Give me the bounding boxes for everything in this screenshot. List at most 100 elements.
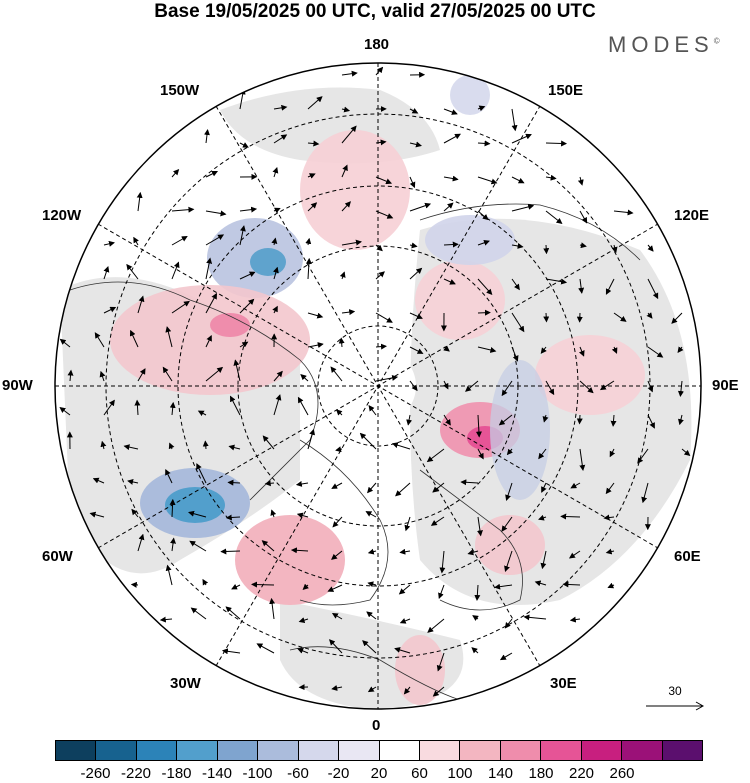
- color-scale-tick-label: 100: [447, 765, 473, 782]
- meridians: [55, 63, 701, 709]
- wind-arrow: [273, 370, 283, 382]
- wind-arrow: [159, 616, 173, 623]
- wind-arrow: [273, 394, 282, 416]
- wind-arrow: [577, 176, 584, 186]
- wind-arrow: [471, 647, 479, 654]
- wind-arrow: [221, 648, 241, 655]
- wind-arrow: [375, 139, 387, 146]
- wind-arrow: [432, 686, 445, 697]
- color-scale-cell: [258, 741, 299, 760]
- lon-label-30w: 30W: [170, 675, 201, 692]
- wind-arrow: [270, 509, 277, 518]
- wind-arrow: [611, 244, 618, 254]
- wind-arrow: [494, 583, 513, 590]
- wind-arrow: [538, 514, 547, 521]
- wind-arrow: [123, 444, 139, 451]
- wind-arrow: [511, 108, 518, 132]
- wind-arrow: [298, 617, 309, 623]
- wind-arrow: [568, 550, 581, 559]
- wind-arrow: [228, 444, 241, 451]
- wind-arrow: [541, 482, 547, 493]
- wind-arrow: [540, 550, 547, 570]
- wind-arrow: [436, 652, 445, 672]
- color-scale-tick-label: -20: [327, 765, 350, 782]
- wind-arrow: [409, 346, 424, 354]
- wind-arrow: [295, 480, 309, 487]
- color-scale-cell: [96, 741, 137, 760]
- wind-arrow: [331, 612, 343, 620]
- color-scale-cell: [460, 741, 501, 760]
- wind-arrow: [239, 206, 258, 213]
- wind-arrow: [331, 482, 343, 489]
- wind-arrow: [330, 366, 343, 382]
- wind-arrow: [307, 312, 324, 319]
- wind-arrow: [273, 134, 288, 144]
- coastlines: [69, 203, 641, 701]
- color-scale-cell: [541, 741, 582, 760]
- anomaly-fields: [110, 75, 645, 705]
- wind-arrow: [171, 206, 195, 213]
- wind-arrow: [394, 647, 411, 654]
- wind-arrow-icon: [646, 701, 705, 711]
- wind-arrow: [391, 442, 411, 450]
- wind-arrow: [647, 346, 664, 358]
- wind-arrow: [578, 346, 585, 357]
- wind-arrow: [341, 70, 358, 77]
- wind-arrow: [443, 108, 458, 115]
- wind-arrow: [375, 343, 387, 350]
- wind-arrow: [545, 174, 557, 181]
- wind-arrow: [130, 581, 139, 588]
- wind-arrow: [100, 440, 107, 450]
- wind-arrow: [67, 369, 74, 382]
- wind-arrow: [398, 584, 411, 595]
- wind-arrow: [443, 278, 456, 285]
- wind-arrow: [239, 298, 255, 314]
- wind-arrow: [329, 639, 343, 654]
- wind-arrow: [262, 435, 275, 450]
- wind-arrow: [534, 580, 547, 587]
- wind-arrow: [171, 300, 190, 314]
- wind-arrow: [59, 338, 71, 348]
- wind-arrow: [511, 243, 524, 249]
- modes-logo: MODES©: [608, 32, 720, 57]
- wind-arrow: [609, 448, 616, 458]
- wind-arrow: [256, 643, 275, 654]
- wind-arrow: [296, 512, 309, 519]
- wind-arrow: [605, 482, 615, 495]
- polar-map: [54, 62, 702, 710]
- wind-arrow: [233, 359, 241, 382]
- wind-arrow: [443, 345, 450, 352]
- wind-arrow: [501, 380, 513, 397]
- wind-arrow: [197, 410, 207, 417]
- wind-arrow: [579, 380, 594, 394]
- wind-arrow: [460, 479, 479, 486]
- wind-arrow: [677, 346, 684, 354]
- color-scale-cell: [339, 741, 380, 760]
- wind-arrow: [165, 326, 173, 348]
- wind-arrow: [560, 513, 581, 520]
- wind-arrow: [367, 686, 377, 693]
- wind-arrow: [272, 166, 279, 178]
- wind-arrow: [477, 448, 484, 460]
- wind-arrow: [367, 581, 377, 588]
- lon-label-120e: 120E: [674, 207, 710, 224]
- wind-arrow: [230, 395, 241, 416]
- wind-arrow: [261, 540, 275, 552]
- wind-arrow: [477, 516, 483, 537]
- wind-arrow: [523, 614, 547, 621]
- color-scale-cell: [177, 741, 218, 760]
- wind-arrow: [365, 511, 377, 518]
- color-scale-tick-label: -60: [287, 765, 309, 782]
- wind-arrow: [205, 257, 213, 280]
- wind-arrow: [129, 329, 139, 348]
- wind-arrow: [305, 237, 312, 246]
- map-title: Base 19/05/2025 00 UTC, valid 27/05/2025…: [154, 1, 596, 22]
- color-scale-tick-label: 180: [528, 765, 554, 782]
- wind-arrow: [297, 396, 309, 416]
- wind-arrow: [426, 448, 445, 463]
- wind-arrow: [204, 129, 210, 144]
- wind-arrow: [251, 581, 275, 588]
- wind-arrow: [545, 210, 563, 225]
- wind-arrow: [341, 164, 348, 178]
- wind-arrow: [545, 380, 555, 396]
